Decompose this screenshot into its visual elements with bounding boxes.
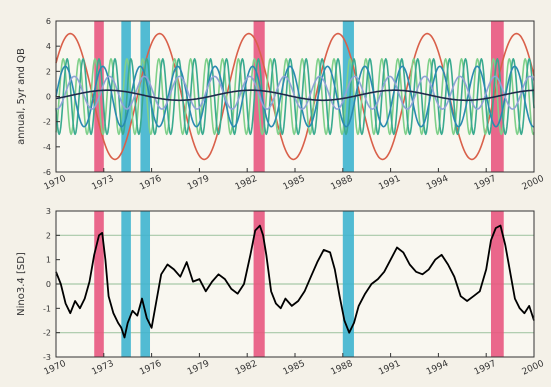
x-tick-label: 1979 xyxy=(186,174,211,193)
x-tick-label: 1994 xyxy=(425,174,450,193)
x-tick-label: 2000 xyxy=(521,359,546,378)
y-tick-label: -1 xyxy=(43,304,51,313)
y-tick-label: 0 xyxy=(46,93,51,102)
y-axis-label: Nino3.4 [SD] xyxy=(16,252,27,316)
y-tick-label: 0 xyxy=(46,280,51,289)
series-line xyxy=(55,224,535,339)
x-tick-label: 1976 xyxy=(138,359,163,378)
highlight-band xyxy=(342,21,354,172)
x-tick-label: 1982 xyxy=(234,174,259,193)
y-tick-label: 2 xyxy=(46,67,51,76)
x-tick-label: 1985 xyxy=(282,359,307,378)
y-tick-label: 3 xyxy=(46,207,51,216)
x-tick-label: 1988 xyxy=(329,359,354,378)
y-tick-label: -4 xyxy=(43,143,51,152)
highlight-band xyxy=(94,211,104,357)
y-tick-label: -3 xyxy=(43,353,51,362)
x-tick-label: 2000 xyxy=(521,174,546,193)
y-axis-label: annual, 5yr and QB xyxy=(16,48,27,145)
y-tick-label: 1 xyxy=(46,256,51,265)
y-tick-label: 6 xyxy=(46,17,51,26)
highlight-band xyxy=(140,21,151,172)
x-tick-label: 1979 xyxy=(186,359,211,378)
x-tick-label: 1973 xyxy=(90,359,115,378)
y-tick-label: -6 xyxy=(43,168,51,177)
highlight-band xyxy=(342,211,354,357)
highlight-band xyxy=(490,211,504,357)
y-tick-label: 2 xyxy=(46,231,51,240)
highlight-band xyxy=(121,211,131,357)
highlight-band xyxy=(140,211,151,357)
x-tick-label: 1985 xyxy=(282,174,307,193)
y-tick-label: -2 xyxy=(43,118,51,127)
series-line xyxy=(55,57,535,136)
series-line xyxy=(55,57,535,136)
y-tick-label: 4 xyxy=(46,42,51,51)
x-tick-label: 1997 xyxy=(473,359,498,378)
series-line xyxy=(55,65,535,128)
x-tick-label: 1991 xyxy=(377,174,402,193)
x-tick-label: 1982 xyxy=(234,359,259,378)
x-tick-label: 1997 xyxy=(473,174,498,193)
y-tick-label: -2 xyxy=(43,329,51,338)
x-tick-label: 1976 xyxy=(138,174,163,193)
highlight-band xyxy=(253,211,265,357)
x-tick-label: 1973 xyxy=(90,174,115,193)
x-tick-label: 1991 xyxy=(377,359,402,378)
x-tick-label: 1994 xyxy=(425,359,450,378)
x-tick-label: 1988 xyxy=(329,174,354,193)
series-line xyxy=(55,89,535,102)
